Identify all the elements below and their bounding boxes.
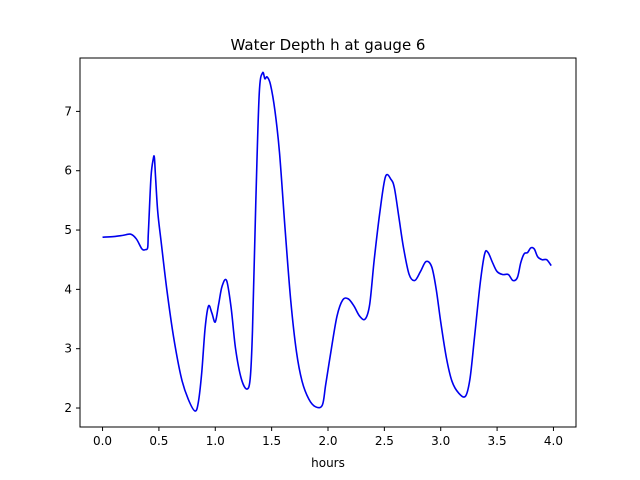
chart-title: Water Depth h at gauge 6 [231,36,426,54]
x-axis: 0.0 0.5 1.0 1.5 2.0 2.5 3.0 3.5 4.0 [93,427,563,448]
y-axis: 2 3 4 5 6 7 [64,104,80,415]
x-tick-label: 2.0 [318,434,337,448]
y-tick-label: 2 [64,401,72,415]
y-tick-label: 6 [64,164,72,178]
x-tick-label: 1.0 [206,434,225,448]
y-tick-label: 5 [64,223,72,237]
y-tick-label: 7 [64,104,72,118]
x-tick-label: 0.5 [149,434,168,448]
x-tick-label: 3.5 [488,434,507,448]
y-tick-label: 4 [64,282,72,296]
y-tick-label: 3 [64,342,72,356]
x-axis-label: hours [311,456,345,470]
x-tick-label: 4.0 [544,434,563,448]
plot-area [102,71,552,412]
x-tick-label: 3.0 [431,434,450,448]
x-tick-label: 2.5 [375,434,394,448]
x-tick-label: 1.5 [262,434,281,448]
x-tick-label: 0.0 [93,434,112,448]
series-line-0 [102,71,552,412]
